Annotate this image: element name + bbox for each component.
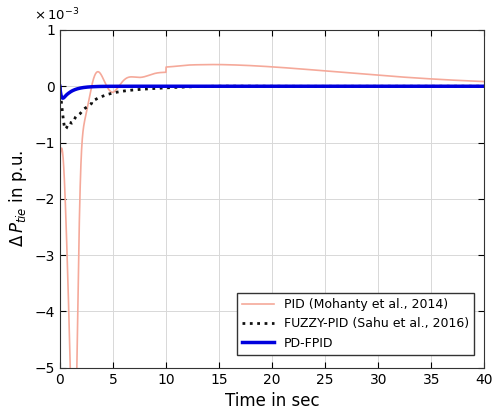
- PID (Mohanty et al., 2014): [326, 69, 332, 74]
- PD-FPID: [326, 84, 332, 89]
- PID (Mohanty et al., 2014): [308, 67, 314, 72]
- PD-FPID: [482, 84, 488, 89]
- FUZZY-PID (Sahu et al., 2016): [326, 84, 332, 89]
- PID (Mohanty et al., 2014): [394, 74, 400, 79]
- FUZZY-PID (Sahu et al., 2016): [394, 84, 400, 89]
- PD-FPID: [78, 85, 84, 90]
- Line: PID (Mohanty et al., 2014): PID (Mohanty et al., 2014): [60, 65, 484, 417]
- Y-axis label: $\Delta\,P_{tie}$ in p.u.: $\Delta\,P_{tie}$ in p.u.: [7, 150, 29, 247]
- PID (Mohanty et al., 2014): [482, 79, 488, 84]
- FUZZY-PID (Sahu et al., 2016): [78, 110, 84, 115]
- Line: PD-FPID: PD-FPID: [60, 86, 484, 98]
- FUZZY-PID (Sahu et al., 2016): [228, 84, 234, 89]
- FUZZY-PID (Sahu et al., 2016): [57, 84, 63, 89]
- X-axis label: Time in sec: Time in sec: [225, 392, 320, 410]
- FUZZY-PID (Sahu et al., 2016): [62, 126, 68, 131]
- PD-FPID: [60, 95, 66, 100]
- PD-FPID: [57, 84, 63, 89]
- PID (Mohanty et al., 2014): [372, 73, 378, 78]
- Legend: PID (Mohanty et al., 2014), FUZZY-PID (Sahu et al., 2016), PD-FPID: PID (Mohanty et al., 2014), FUZZY-PID (S…: [238, 293, 474, 354]
- PD-FPID: [372, 84, 378, 89]
- FUZZY-PID (Sahu et al., 2016): [308, 84, 314, 89]
- FUZZY-PID (Sahu et al., 2016): [372, 84, 378, 89]
- PID (Mohanty et al., 2014): [212, 62, 218, 67]
- PID (Mohanty et al., 2014): [78, 154, 84, 159]
- PD-FPID: [308, 84, 314, 89]
- PD-FPID: [210, 84, 216, 89]
- Line: FUZZY-PID (Sahu et al., 2016): FUZZY-PID (Sahu et al., 2016): [60, 86, 484, 129]
- PID (Mohanty et al., 2014): [57, 157, 63, 162]
- PD-FPID: [394, 84, 400, 89]
- PID (Mohanty et al., 2014): [210, 62, 216, 67]
- Text: $\times\,10^{-3}$: $\times\,10^{-3}$: [34, 7, 80, 23]
- FUZZY-PID (Sahu et al., 2016): [210, 84, 216, 89]
- FUZZY-PID (Sahu et al., 2016): [482, 84, 488, 89]
